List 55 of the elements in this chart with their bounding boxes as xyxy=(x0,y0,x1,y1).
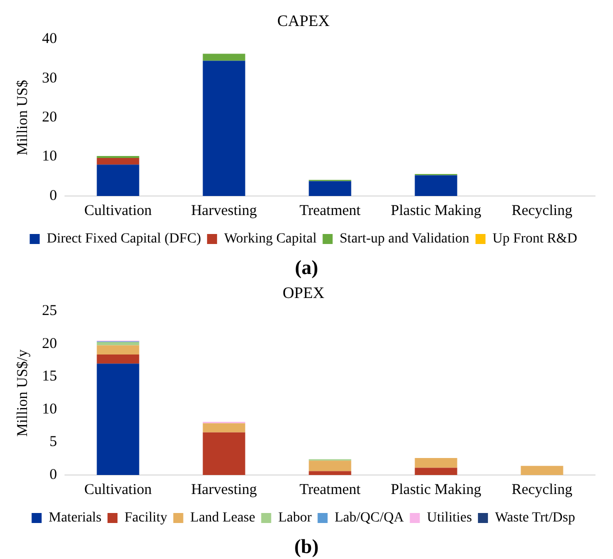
bar xyxy=(202,54,246,61)
chart-title: CAPEX xyxy=(277,12,330,30)
bar xyxy=(308,460,352,472)
x-tick-label: Harvesting xyxy=(191,202,258,219)
legend-label: Land Lease xyxy=(190,510,256,526)
y-tick-label: 15 xyxy=(42,368,57,385)
bar xyxy=(520,466,564,475)
x-tick-label: Cultivation xyxy=(84,202,152,219)
legend-label: Utilities xyxy=(426,510,472,526)
legend-label: Facility xyxy=(124,510,168,526)
legend-label: Direct Fixed Capital (DFC) xyxy=(46,232,202,247)
x-tick-label: Cultivation xyxy=(84,482,152,498)
bar xyxy=(202,60,246,196)
text: (a) xyxy=(294,256,320,280)
x-tick-label: Plastic Making xyxy=(390,482,482,498)
chart-title: OPEX xyxy=(282,284,325,302)
legend-label: Start-up and Validation xyxy=(340,232,470,247)
y-tick-label: 20 xyxy=(42,336,57,352)
y-tick-label: 25 xyxy=(42,303,57,320)
bar xyxy=(308,181,352,196)
y-axis-title: Million US$/y xyxy=(14,349,31,437)
legend-label: Lab/QC/QA xyxy=(334,510,405,526)
bar xyxy=(96,364,140,475)
y-tick-label: 30 xyxy=(42,70,57,86)
bar xyxy=(96,342,140,346)
text: (b) xyxy=(293,535,320,559)
bar xyxy=(96,354,140,364)
y-tick-label: 0 xyxy=(50,466,57,483)
bar xyxy=(414,458,458,468)
bar xyxy=(414,175,458,196)
y-tick-label: 0 xyxy=(50,188,57,204)
x-tick-label: Treatment xyxy=(299,202,362,219)
bar xyxy=(308,471,352,475)
y-tick-label: 5 xyxy=(50,434,57,450)
bar xyxy=(96,158,140,165)
bar xyxy=(202,432,246,475)
legend-label: Up Front R&D xyxy=(492,232,578,247)
y-tick-label: 20 xyxy=(42,110,57,126)
legend-label: Working Capital xyxy=(224,232,317,247)
legend-label: Materials xyxy=(48,510,102,526)
x-tick-label: Treatment xyxy=(299,482,362,498)
x-tick-label: Harvesting xyxy=(191,482,258,498)
y-axis-title: Million US$ xyxy=(14,79,31,156)
bar xyxy=(96,345,140,354)
legend-label: Waste Trt/Dsp xyxy=(494,510,576,526)
x-tick-label: Recycling xyxy=(512,482,573,498)
bar xyxy=(414,468,458,475)
bar xyxy=(96,164,140,196)
x-tick-label: Plastic Making xyxy=(390,202,482,219)
y-tick-label: 40 xyxy=(42,31,57,48)
y-tick-label: 10 xyxy=(42,401,57,418)
y-tick-label: 10 xyxy=(42,148,57,165)
legend-label: Labor xyxy=(278,510,312,526)
bar xyxy=(202,423,246,432)
x-tick-label: Recycling xyxy=(512,202,573,219)
